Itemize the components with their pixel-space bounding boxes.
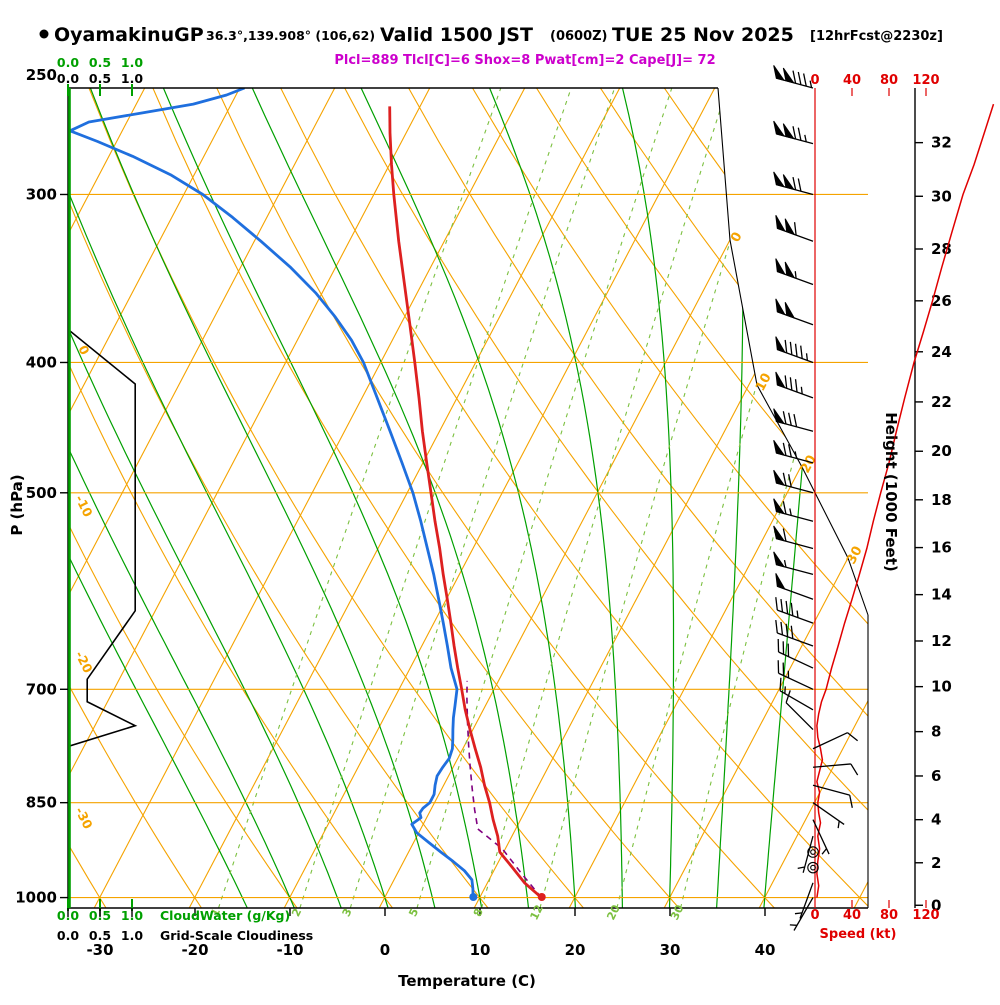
pressure-axis-title: P (hPa) <box>8 474 26 535</box>
temperature-tick-label: 0 <box>380 941 390 959</box>
height-tick-label: 14 <box>931 586 952 604</box>
height-axis-title: Height (1000 Feet) <box>882 412 900 572</box>
temperature-tick-label: 40 <box>755 941 776 959</box>
pressure-tick-label: 400 <box>26 353 57 371</box>
height-tick-label: 8 <box>931 723 941 741</box>
height-tick-label: 32 <box>931 134 952 152</box>
valid-date: TUE 25 Nov 2025 <box>612 24 794 46</box>
height-tick-label: 10 <box>931 678 952 696</box>
height-tick-label: 30 <box>931 187 952 205</box>
station-bullet-icon <box>40 30 49 39</box>
surface-temperature-dot <box>538 893 546 901</box>
valid-time: Valid 1500 JST <box>380 24 533 46</box>
cloud-scale-tick-label: 0.0 <box>57 71 79 86</box>
cloudwater-axis-title: CloudWater (g/Kg) <box>160 908 290 923</box>
temperature-tick-label: -20 <box>181 941 208 959</box>
cloudiness-axis-title: Grid-Scale Cloudiness <box>160 928 313 943</box>
speed-tick-label: 120 <box>912 908 939 923</box>
forecast-info: [12hrFcst@2230z] <box>810 29 943 44</box>
cloud-scale-tick-label: 0.0 <box>57 908 79 923</box>
speed-tick-label: 80 <box>880 73 898 88</box>
temperature-tick-label: 10 <box>470 941 491 959</box>
height-tick-label: 16 <box>931 539 952 557</box>
cloud-scale-tick-label: 0.0 <box>57 55 79 70</box>
temperature-tick-label: -30 <box>86 941 113 959</box>
cloud-scale-tick-label: 1.0 <box>121 55 143 70</box>
speed-tick-label: 40 <box>843 73 861 88</box>
temperature-tick-label: -10 <box>276 941 303 959</box>
cloud-scale-tick-label: 0.5 <box>89 55 111 70</box>
speed-tick-label: 40 <box>843 908 861 923</box>
height-tick-label: 20 <box>931 442 952 460</box>
height-tick-label: 2 <box>931 854 941 872</box>
pressure-tick-label: 700 <box>26 680 57 698</box>
cloud-scale-tick-label: 0.5 <box>89 71 111 86</box>
cloud-scale-tick-label: 1.0 <box>121 908 143 923</box>
station-coords: 36.3°,139.908° (106,62) <box>206 28 375 43</box>
speed-axis-title: Speed (kt) <box>820 927 897 942</box>
temperature-tick-label: 20 <box>565 941 586 959</box>
height-tick-label: 24 <box>931 343 952 361</box>
cloud-scale-tick-label: 1.0 <box>121 71 143 86</box>
temperature-axis-title: Temperature (C) <box>398 972 536 990</box>
height-tick-label: 12 <box>931 632 952 650</box>
pressure-tick-label: 1000 <box>15 889 57 907</box>
speed-tick-label: 0 <box>810 73 819 88</box>
stability-indices: Plcl=889 Tlcl[C]=6 Shox=8 Pwat[cm]=2 Cap… <box>334 53 715 68</box>
speed-tick-label: 120 <box>912 73 939 88</box>
height-tick-label: 22 <box>931 393 952 411</box>
pressure-tick-label: 300 <box>26 185 57 203</box>
speed-tick-label: 0 <box>810 908 819 923</box>
temperature-tick-label: 30 <box>660 941 681 959</box>
pressure-tick-label: 850 <box>26 794 57 812</box>
height-tick-label: 4 <box>931 811 941 829</box>
pressure-tick-label: 250 <box>26 66 57 84</box>
speed-tick-label: 80 <box>880 908 898 923</box>
cloud-scale-tick-label: 1.0 <box>121 928 143 943</box>
height-tick-label: 6 <box>931 767 941 785</box>
cloud-scale-tick-label: 0.0 <box>57 928 79 943</box>
height-tick-label: 18 <box>931 491 952 509</box>
station-name: OyamakinuGP <box>54 24 204 46</box>
valid-time-utc: (0600Z) <box>550 29 608 44</box>
pressure-tick-label: 500 <box>26 484 57 502</box>
surface-dewpoint-dot <box>469 893 477 901</box>
